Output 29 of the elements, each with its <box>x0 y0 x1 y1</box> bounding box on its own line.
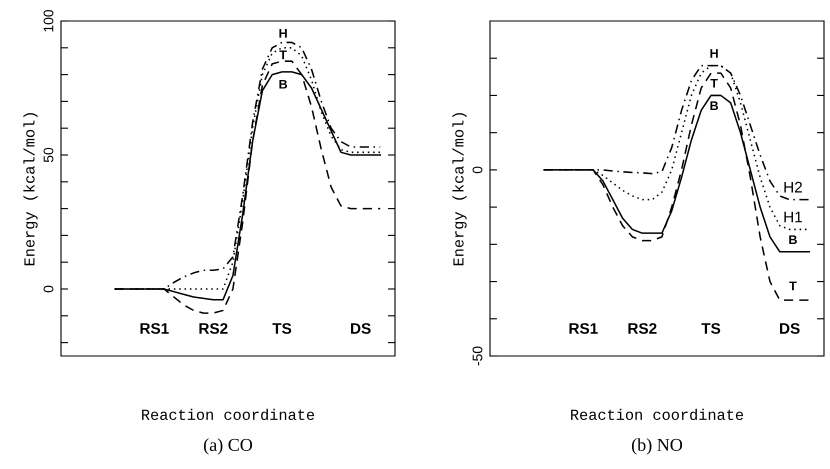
x-tick-label: TS <box>701 323 720 334</box>
x-tick-label: RS1 <box>569 323 598 334</box>
annotation: T <box>279 50 287 60</box>
y-axis-title: Energy (kcal/mol) <box>452 113 467 266</box>
y-tick-label: 100 <box>44 10 54 32</box>
annotation: B <box>789 235 797 244</box>
y-tick-label: 0 <box>472 166 482 174</box>
x-tick-label: RS2 <box>199 323 228 334</box>
x-axis-title: Reaction coordinate <box>571 408 744 420</box>
text: (a) CO <box>204 438 252 455</box>
annotation: B <box>710 101 718 110</box>
x-axis-title: Reaction coordinate <box>142 408 314 420</box>
text: (b) NO <box>632 438 682 455</box>
y-tick-label: 50 <box>44 148 54 162</box>
x-tick-label: DS <box>351 323 371 334</box>
x-tick-label: RS1 <box>140 323 169 334</box>
y-tick-label: 0 <box>44 286 54 292</box>
annotation: H <box>279 29 287 38</box>
y-axis-title: Energy (kcal/mol) <box>23 113 38 266</box>
y-tick-label: -50 <box>472 346 482 366</box>
annotation: T <box>710 78 718 88</box>
annotation: H <box>710 49 718 58</box>
x-tick-label: TS <box>272 323 292 334</box>
annotation: H1 <box>784 212 802 222</box>
annotation: H2 <box>784 182 802 192</box>
annotation: T <box>789 282 797 290</box>
x-tick-label: RS2 <box>628 323 657 334</box>
x-tick-label: DS <box>780 323 800 334</box>
annotation: B <box>279 80 288 89</box>
